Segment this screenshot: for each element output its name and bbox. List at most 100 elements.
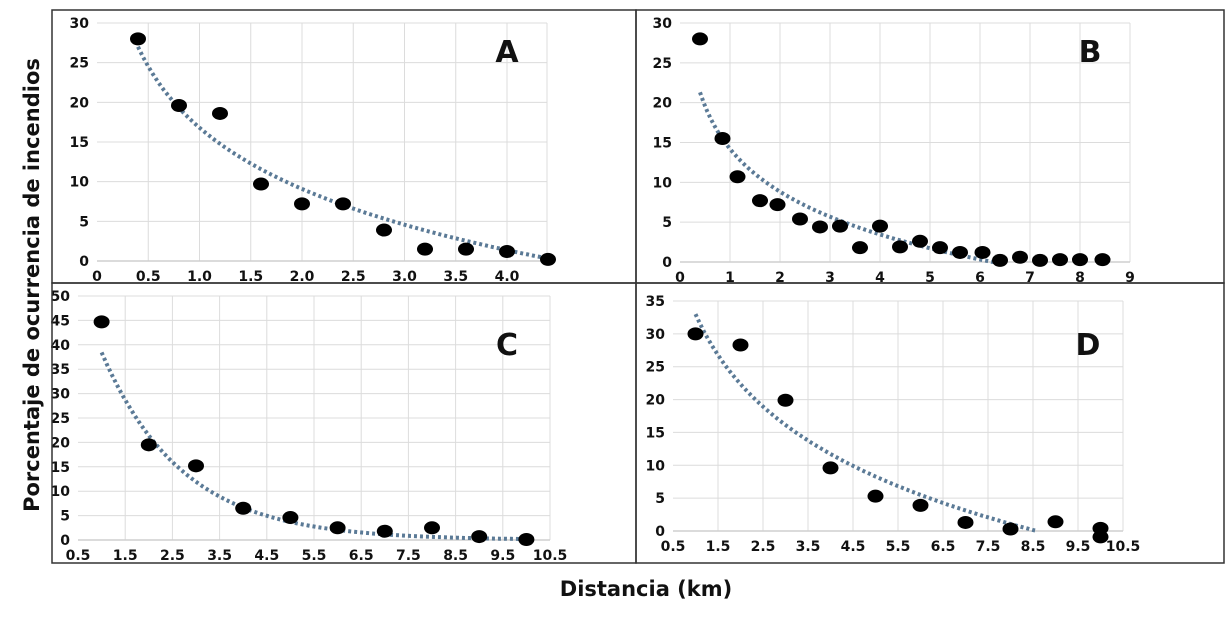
x-tick-label: 1.5	[706, 539, 731, 555]
y-tick-label: 15	[70, 135, 89, 151]
data-point	[518, 533, 535, 547]
panel-frame	[51, 9, 637, 284]
x-tick-label: 10.5	[1106, 539, 1141, 555]
x-tick-label: 0.5	[66, 548, 91, 564]
y-tick-label: 20	[70, 95, 90, 111]
panel-letter: A	[495, 35, 519, 70]
x-tick-label: 2	[775, 270, 785, 286]
y-tick-label: 0	[662, 255, 672, 271]
y-tick-label: 35	[51, 362, 70, 378]
data-point	[376, 524, 393, 538]
x-tick-label: 9	[1125, 270, 1135, 286]
y-tick-label: 0	[60, 533, 70, 549]
data-point	[1032, 253, 1048, 267]
panel-a: 0 5 10 15 20 25 30 0 0.5 1.0 1.5 2.0 2.5 3.0 3.5 4.0 A	[51, 9, 637, 285]
data-point	[872, 219, 888, 233]
x-tick-label: 8.5	[1021, 539, 1046, 555]
y-tick-label: 5	[60, 509, 70, 525]
x-tick-label: 5	[925, 270, 935, 286]
y-tick-label: 25	[70, 56, 89, 72]
panel-letter: C	[496, 328, 518, 363]
x-tick-label: 4.0	[495, 269, 520, 285]
data-point	[912, 234, 928, 248]
y-tick-label: 50	[51, 289, 71, 305]
x-tick-label: 3	[825, 270, 835, 286]
x-tick-label: 6	[975, 270, 985, 286]
data-point	[1052, 253, 1068, 267]
x-tick-label: 2.5	[160, 548, 185, 564]
y-tick-label: 35	[646, 294, 665, 310]
data-point	[93, 315, 110, 329]
data-point	[752, 194, 768, 208]
data-point	[952, 245, 968, 259]
y-tick-label: 20	[646, 393, 666, 409]
data-point	[329, 521, 346, 535]
panel-c: 0 5 10 15 20 25 30 35 40 45 50 0.5 1.5 2.5 3.5 4.5 5.5 6.…	[51, 282, 637, 564]
y-tick-label: 10	[646, 458, 666, 474]
y-tick-label: 25	[51, 411, 70, 427]
panel-b: 0 5 10 15 20 25 30 0 1 2 3 4 5 6 7 8 9 B	[635, 9, 1225, 286]
y-tick-label: 45	[51, 313, 70, 329]
x-tick-label: 0	[675, 270, 685, 286]
panel-letter: D	[1076, 328, 1101, 363]
data-point	[130, 32, 146, 46]
y-tick-label: 15	[653, 136, 672, 152]
y-tick-label: 5	[662, 215, 672, 231]
data-point	[235, 501, 252, 515]
data-point	[832, 219, 848, 233]
x-axis-label: Distancia (km)	[559, 577, 733, 601]
x-tick-label: 7	[1025, 270, 1035, 286]
data-point	[714, 132, 731, 146]
x-tick-label: 0.5	[136, 269, 161, 285]
data-point	[892, 240, 908, 254]
x-tick-label: 2.0	[290, 269, 315, 285]
data-point	[992, 253, 1008, 267]
data-point	[282, 511, 299, 525]
y-tick-label: 30	[646, 327, 666, 343]
y-tick-label: 5	[655, 491, 665, 507]
x-tick-label: 7.5	[976, 539, 1001, 555]
y-tick-label: 25	[653, 56, 672, 72]
x-tick-label: 10.5	[533, 548, 568, 564]
y-tick-label: 0	[655, 524, 665, 540]
data-point	[1094, 253, 1111, 267]
x-tick-label: 8	[1075, 270, 1085, 286]
data-point	[792, 212, 808, 226]
x-tick-label: 4.5	[841, 539, 866, 555]
x-tick-label: 3.5	[796, 539, 821, 555]
x-tick-label: 5.5	[302, 548, 327, 564]
data-point	[974, 245, 991, 259]
data-point	[852, 241, 868, 255]
x-tick-label: 1.0	[187, 269, 212, 285]
data-point	[692, 32, 708, 46]
data-point	[777, 393, 794, 407]
data-point	[1092, 530, 1109, 544]
data-point	[812, 220, 828, 234]
y-tick-label: 40	[51, 338, 71, 354]
y-tick-label: 0	[79, 254, 89, 270]
panel-d: 0 5 10 15 20 25 30 35 0.5 1.5 2.5 3.5 4.5 5.5 6.5 7.5 8.…	[635, 282, 1225, 564]
data-point	[957, 515, 974, 529]
y-axis-label: Porcentaje de ocurrencia de incendios	[20, 58, 44, 512]
data-point	[171, 99, 187, 113]
x-tick-label: 6.5	[349, 548, 374, 564]
data-point	[822, 461, 839, 475]
y-tick-label: 20	[51, 435, 71, 451]
data-point	[188, 459, 204, 473]
data-point	[471, 530, 488, 544]
x-tick-label: 1	[725, 270, 735, 286]
data-point	[417, 242, 433, 256]
data-point	[499, 244, 515, 258]
data-point	[687, 327, 704, 341]
x-tick-label: 5.5	[886, 539, 911, 555]
x-tick-label: 3.5	[443, 269, 468, 285]
data-point	[294, 197, 310, 211]
trendline	[99, 351, 527, 541]
y-tick-label: 10	[653, 175, 673, 191]
x-tick-label: 2.5	[341, 269, 366, 285]
x-tick-label: 4	[875, 270, 885, 286]
y-tick-label: 30	[653, 16, 673, 32]
x-tick-label: 3.5	[207, 548, 232, 564]
data-point	[1047, 515, 1064, 529]
x-tick-label: 1.5	[238, 269, 263, 285]
